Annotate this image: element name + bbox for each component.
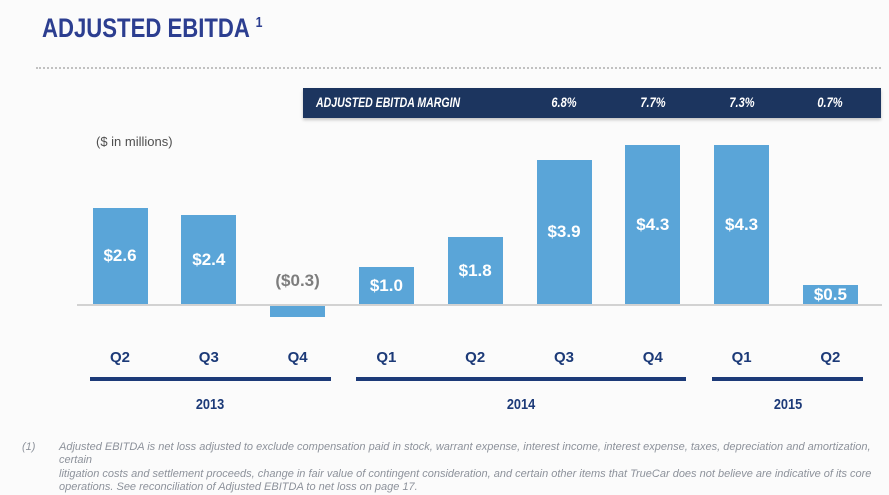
- footnote-line: Adjusted EBITDA is net loss adjusted to …: [59, 441, 871, 467]
- year-line-2015: [711, 377, 864, 381]
- axis-label-q3-2013: Q3: [198, 349, 219, 366]
- bar-value-label: ($0.3): [275, 271, 320, 290]
- year-line-2014: [356, 377, 686, 381]
- axis-label-q4-2013: Q4: [287, 349, 308, 366]
- axis-label-q1-2015: Q1: [731, 349, 752, 366]
- year-label-2015: 2015: [773, 396, 802, 413]
- bar-value-label: $2.6: [103, 246, 137, 265]
- axis-label-q2-2014: Q2: [465, 349, 486, 366]
- bar-value-label: $3.9: [547, 222, 581, 241]
- title-footnote-ref: 1: [255, 14, 263, 31]
- footnote-text: Adjusted EBITDA is net loss adjusted to …: [59, 441, 874, 495]
- margin-pct-label: 7.7%: [640, 95, 666, 110]
- bar-q1-2014: [358, 267, 414, 304]
- margin-pct-label: 7.3%: [728, 95, 755, 110]
- margin-pct-label: 6.8%: [551, 95, 577, 110]
- bar-value-label: $4.3: [636, 215, 670, 234]
- axis-label-q2-2013: Q2: [109, 349, 130, 366]
- axis-label-q4-2014: Q4: [642, 349, 663, 366]
- bar-q3-2013: [181, 215, 237, 304]
- bar-value-label: $0.5: [813, 285, 847, 304]
- footnote-line: litigation costs and settlement proceeds…: [59, 467, 872, 480]
- bar-q2-2013: [92, 208, 148, 304]
- ebitda-margin-banner: ADJUSTED EBITDA MARGIN 6.8% 7.7% 7.3% 0.7%: [303, 88, 881, 118]
- bar-q2-2014: [447, 237, 503, 304]
- margin-pct-label: 0.7%: [817, 95, 844, 110]
- x-axis-line: [77, 304, 882, 306]
- axis-label-q3-2014: Q3: [553, 349, 574, 366]
- bar-q4-2014: [625, 145, 681, 304]
- bar-q4-2013: [270, 306, 326, 317]
- axis-label-q1-2014: Q1: [376, 349, 397, 366]
- bar-value-label: $1.0: [369, 276, 403, 295]
- footnote-line: operations. See reconciliation of Adjust…: [59, 481, 418, 494]
- footnote-marker: (1): [22, 441, 36, 453]
- bar-q3-2014: [536, 160, 592, 304]
- year-line-2013: [90, 377, 331, 381]
- bar-value-label: $1.8: [458, 261, 492, 280]
- margin-banner-label: ADJUSTED EBITDA MARGIN: [316, 95, 461, 110]
- page-title: ADJUSTED EBITDA 1: [42, 13, 262, 44]
- year-label-2014: 2014: [506, 396, 536, 413]
- bar-value-label: $2.4: [192, 250, 226, 269]
- year-label-2013: 2013: [196, 396, 225, 413]
- bar-q1-2015: [714, 145, 770, 304]
- dotted-divider: [36, 67, 881, 69]
- axis-label-q2-2015: Q2: [820, 349, 841, 366]
- units-label: ($ in millions): [96, 134, 173, 149]
- bar-value-label: $4.3: [725, 215, 759, 234]
- footnote: (1) Adjusted EBITDA is net loss adjusted…: [22, 441, 874, 495]
- bar-q2-2015: [802, 285, 858, 304]
- page-title-text: ADJUSTED EBITDA: [42, 13, 250, 43]
